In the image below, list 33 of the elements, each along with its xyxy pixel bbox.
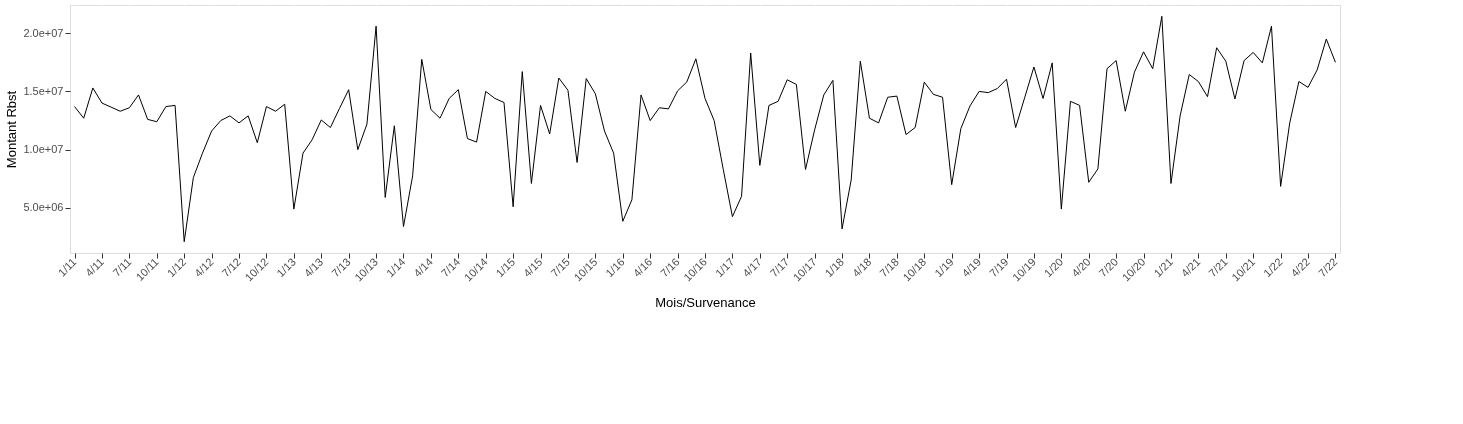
x-tick-label: 4/15 <box>520 255 545 280</box>
x-tick-label: 4/18 <box>849 255 874 280</box>
x-tick-label: 7/19 <box>986 255 1011 280</box>
x-tick-label: 4/13 <box>301 255 326 280</box>
x-axis-title: Mois/Survenance <box>655 295 756 311</box>
x-tick-label: 4/11 <box>82 255 107 279</box>
x-tick-label: 4/14 <box>411 255 435 280</box>
x-tick-label: 7/15 <box>548 255 572 280</box>
x-tick-label: 7/18 <box>877 255 901 280</box>
x-tick-label: 7/11 <box>110 255 134 279</box>
y-axis-title: Montant Rbst <box>4 90 20 169</box>
y-tick-label: 1.5e+07 <box>23 84 64 97</box>
x-tick-label: 4/21 <box>1178 255 1203 280</box>
y-tick-label: 1.0e+07 <box>23 143 64 156</box>
y-tick-label: 5.0e+06 <box>23 201 64 214</box>
x-tick-label: 1/21 <box>1151 255 1176 280</box>
x-tick-label: 4/19 <box>959 255 984 280</box>
x-tick-label: 1/11 <box>55 255 79 279</box>
x-tick-label: 4/16 <box>630 255 655 280</box>
x-tick-label: 4/17 <box>740 255 764 280</box>
x-tick-label: 4/22 <box>1288 255 1313 280</box>
x-tick-label: 7/14 <box>438 255 463 280</box>
x-tick-label: 7/13 <box>329 255 353 280</box>
line-series <box>74 15 1336 243</box>
x-tick-label: 4/20 <box>1069 255 1093 280</box>
x-tick-label: 7/21 <box>1206 255 1230 280</box>
x-tick-label: 7/12 <box>219 255 244 280</box>
x-tick-label: 4/12 <box>192 255 216 280</box>
y-tick-label: 2.0e+07 <box>23 26 64 39</box>
x-tick-label: 7/17 <box>767 255 792 280</box>
x-tick-label: 7/20 <box>1096 255 1121 280</box>
x-tick-label: 7/16 <box>657 255 682 280</box>
x-tick-label: 7/22 <box>1315 255 1340 280</box>
